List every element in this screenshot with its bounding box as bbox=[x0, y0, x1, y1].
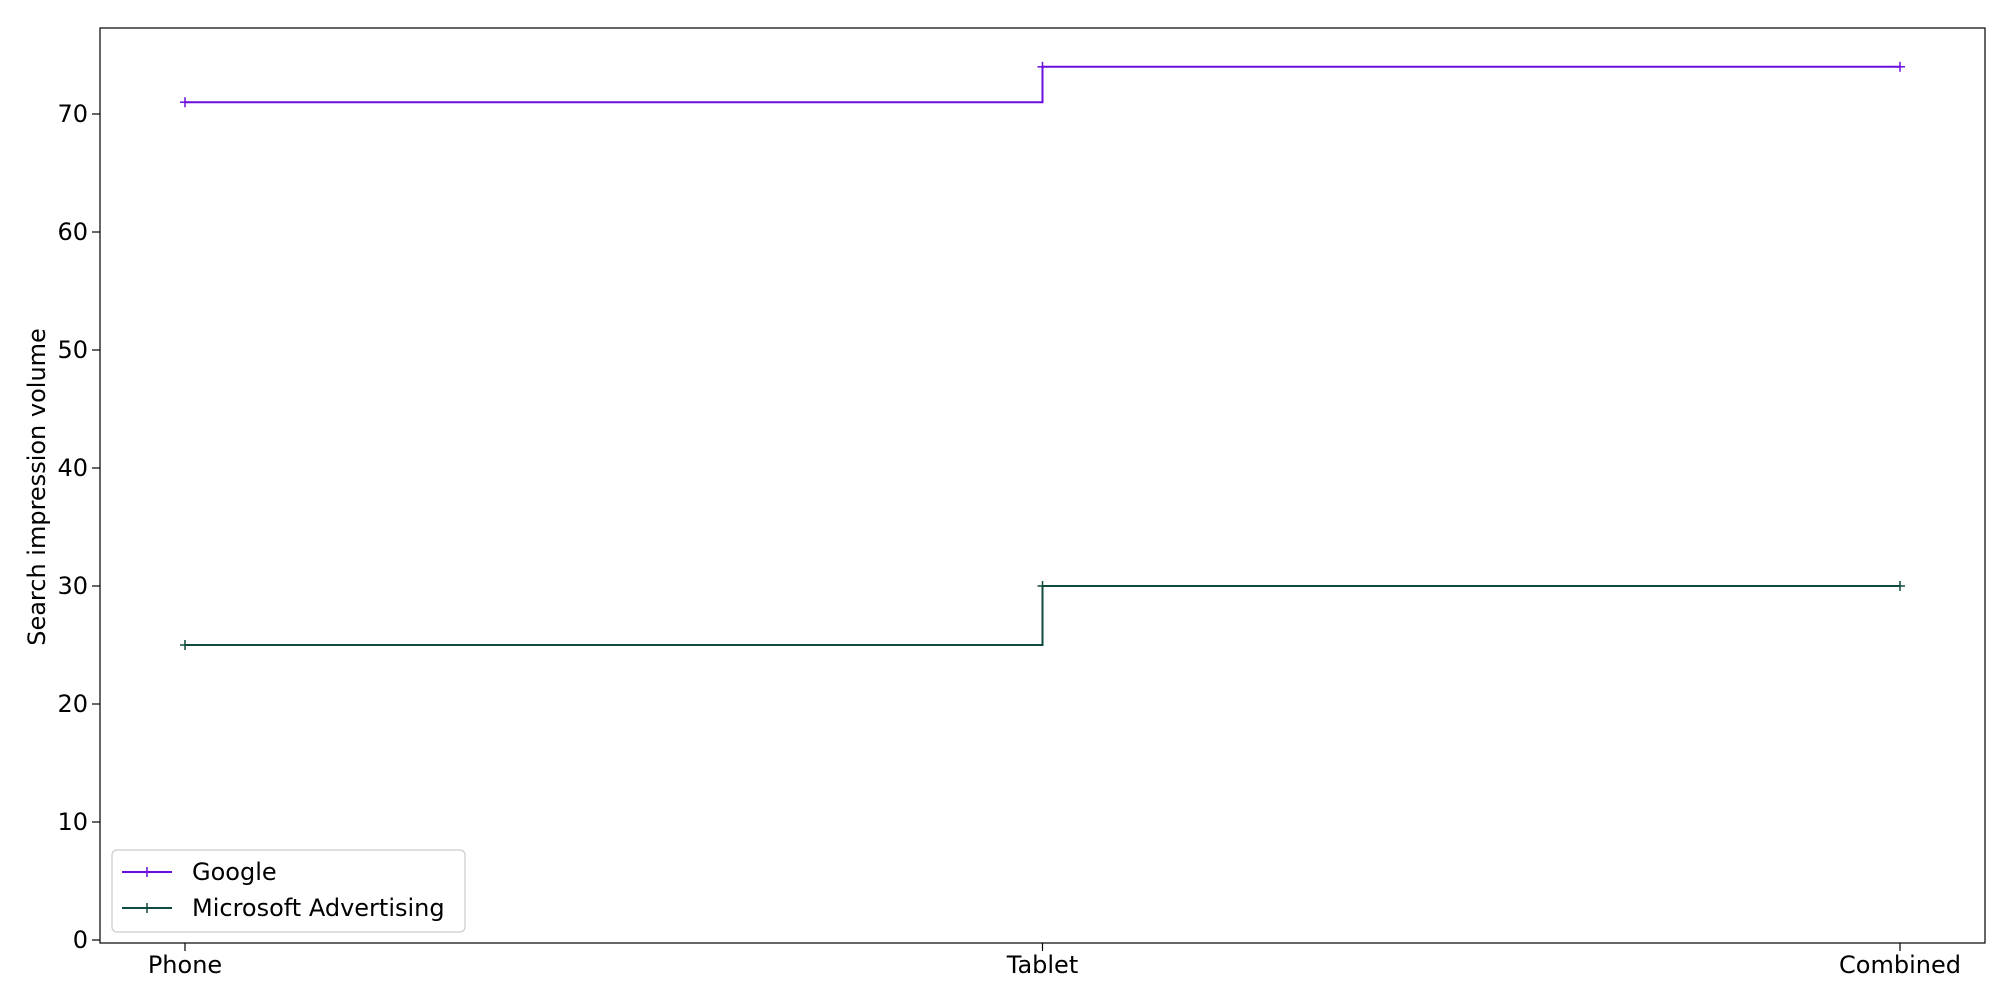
y-tick-label: 20 bbox=[57, 690, 88, 718]
y-tick-label: 60 bbox=[57, 218, 88, 246]
data-point-marker bbox=[1895, 61, 1905, 72]
data-point-marker bbox=[1895, 581, 1905, 591]
series-layer bbox=[180, 61, 1905, 650]
x-tick-label: Tablet bbox=[1006, 951, 1078, 979]
x-axis: Phone Tablet Combined bbox=[148, 943, 1961, 979]
series-0 bbox=[180, 61, 1905, 108]
y-tick-label: 40 bbox=[57, 454, 88, 482]
legend-marker bbox=[142, 867, 152, 877]
y-tick-label: 10 bbox=[57, 808, 88, 836]
y-axis: 0 10 20 30 40 50 60 70 bbox=[57, 100, 100, 954]
series-1 bbox=[180, 581, 1905, 650]
data-point-marker bbox=[1037, 61, 1048, 72]
legend-label: Microsoft Advertising bbox=[192, 894, 445, 922]
legend-item: Microsoft Advertising bbox=[122, 894, 445, 922]
data-point-marker bbox=[1037, 581, 1048, 591]
data-point-marker bbox=[180, 97, 190, 108]
series-line bbox=[185, 65, 1900, 104]
x-tick-label: Phone bbox=[148, 951, 222, 979]
x-tick-label: Combined bbox=[1839, 951, 1961, 979]
legend-item: Google bbox=[122, 858, 277, 886]
y-tick-label: 30 bbox=[57, 572, 88, 600]
legend: Google Microsoft Advertising bbox=[111, 849, 466, 933]
data-point-marker bbox=[180, 640, 190, 650]
legend-box bbox=[111, 849, 466, 933]
y-tick-label: 70 bbox=[57, 100, 88, 128]
plot-area-frame bbox=[99, 27, 1986, 944]
y-tick-label: 0 bbox=[73, 926, 88, 954]
y-axis-label: Search impression volume bbox=[23, 328, 51, 646]
legend-marker bbox=[142, 903, 152, 913]
y-tick-label: 50 bbox=[57, 336, 88, 364]
series-line bbox=[185, 585, 1900, 646]
legend-label: Google bbox=[192, 858, 277, 886]
